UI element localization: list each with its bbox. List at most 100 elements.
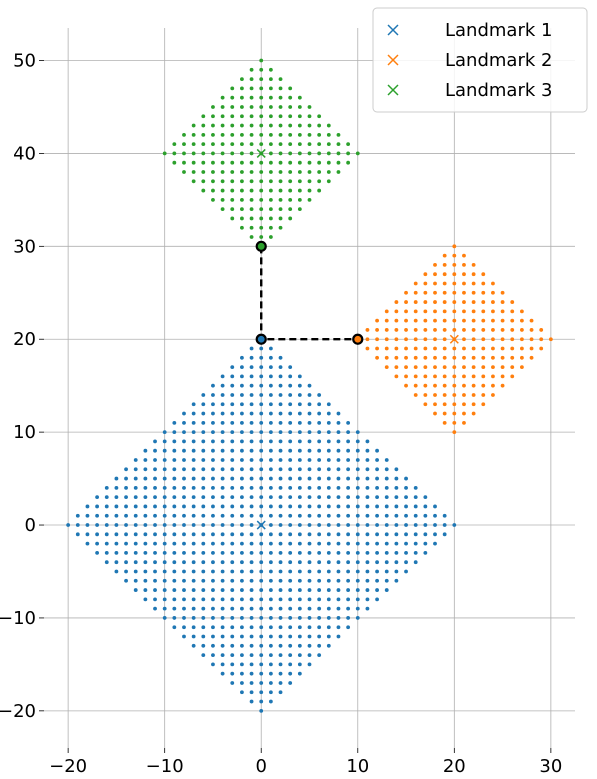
data-point [394, 365, 399, 369]
data-point [452, 253, 457, 258]
data-point [230, 606, 235, 611]
data-point [365, 523, 370, 527]
data-point [307, 569, 312, 574]
data-point [172, 485, 177, 490]
data-point [211, 523, 215, 527]
data-point [268, 132, 273, 137]
data-point [268, 151, 273, 156]
data-point [240, 448, 244, 453]
data-point [268, 393, 273, 397]
data-point [404, 504, 408, 509]
data-point [220, 123, 225, 128]
data-point [278, 541, 283, 546]
data-point [191, 170, 196, 174]
data-point [259, 77, 264, 81]
data-point [471, 300, 476, 304]
data-point [75, 513, 80, 518]
data-point [297, 448, 302, 453]
data-point [510, 337, 515, 342]
data-point [211, 179, 215, 184]
data-point [423, 346, 428, 351]
data-point [114, 476, 119, 481]
data-point [191, 504, 196, 509]
data-point [375, 513, 379, 518]
y-axis-ticks: −20 −10 0 10 20 30 40 50 [0, 51, 44, 722]
data-point [500, 374, 505, 379]
data-point [394, 551, 399, 555]
data-point [240, 504, 244, 509]
data-point [394, 374, 399, 379]
data-point [288, 467, 293, 472]
data-point [423, 309, 428, 314]
data-point [278, 448, 283, 453]
data-point [471, 272, 476, 277]
data-point [211, 105, 215, 109]
data-point [529, 328, 534, 332]
data-point [220, 420, 225, 425]
data-point [307, 420, 312, 425]
data-point [317, 439, 322, 444]
data-point [375, 355, 379, 360]
data-point [162, 578, 167, 583]
data-point [249, 467, 254, 472]
data-point [220, 588, 225, 592]
data-point [201, 504, 206, 509]
data-point [413, 290, 418, 295]
path-node [255, 333, 267, 345]
data-point [240, 681, 244, 685]
data-point [355, 523, 360, 527]
data-point [201, 532, 206, 537]
data-point [191, 625, 196, 630]
data-point [278, 420, 283, 425]
data-point [211, 123, 215, 128]
data-point [268, 170, 273, 174]
data-point [442, 253, 447, 258]
data-point [211, 383, 215, 388]
data-point [336, 569, 341, 574]
data-point [133, 578, 138, 583]
x-marker-stroke [387, 54, 399, 66]
data-point [230, 681, 235, 685]
data-point [336, 532, 341, 537]
data-point [491, 309, 495, 314]
data-point [268, 495, 273, 500]
data-point [162, 504, 167, 509]
data-point [259, 560, 264, 565]
data-point [297, 597, 302, 602]
data-point [143, 541, 148, 546]
data-point [191, 513, 196, 518]
data-point [355, 569, 360, 574]
data-point [433, 532, 437, 537]
data-point [230, 197, 235, 202]
data-point [520, 318, 524, 323]
data-point [259, 578, 264, 583]
data-point [201, 634, 206, 639]
data-point [288, 551, 293, 555]
data-point [481, 393, 486, 397]
data-point [297, 634, 302, 639]
data-point [201, 179, 206, 184]
data-point [104, 485, 109, 490]
data-point [182, 634, 186, 639]
data-point [433, 411, 437, 416]
data-point [278, 411, 283, 416]
data-point [500, 300, 505, 304]
data-point [124, 476, 128, 481]
data-point [268, 188, 273, 193]
data-point [249, 365, 254, 369]
data-point [404, 551, 408, 555]
data-point [539, 337, 544, 342]
data-point [384, 588, 389, 592]
data-point [201, 653, 206, 657]
data-point [413, 495, 418, 500]
data-point [268, 142, 273, 147]
data-point [143, 504, 148, 509]
data-point [442, 281, 447, 286]
data-point [336, 588, 341, 592]
data-point [259, 690, 264, 695]
data-point [211, 560, 215, 565]
data-point [375, 346, 379, 351]
data-point [307, 495, 312, 500]
data-point [317, 402, 322, 407]
data-point [404, 337, 408, 342]
